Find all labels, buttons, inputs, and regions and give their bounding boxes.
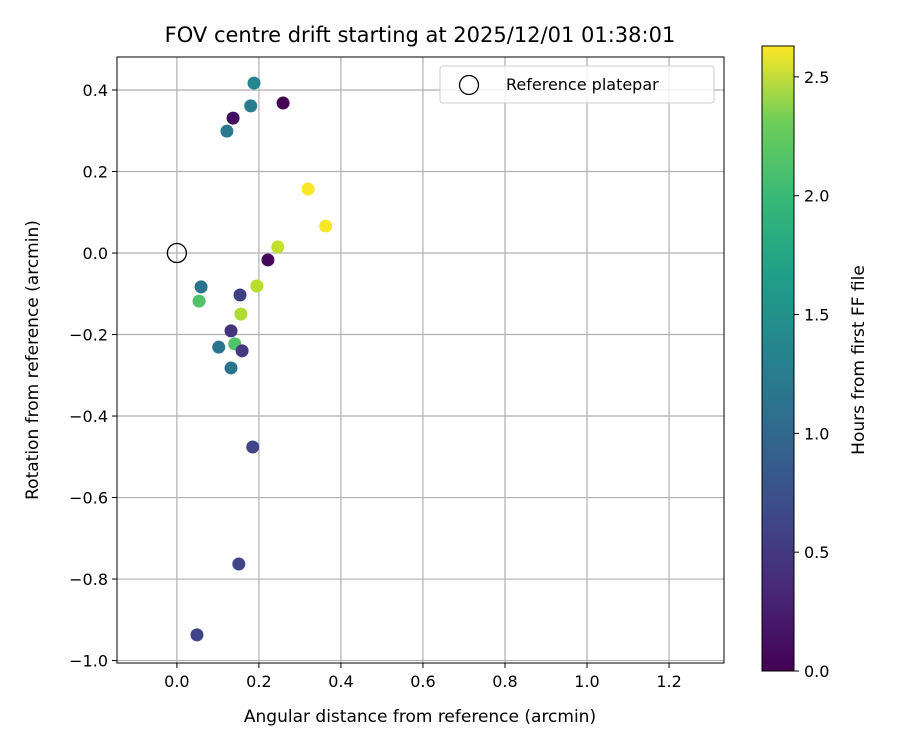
colorbar-tick-label: 2.0 [804, 187, 829, 206]
y-axis-label: Rotation from reference (arcmin) [23, 220, 43, 500]
x-axis-label: Angular distance from reference (arcmin) [244, 707, 596, 727]
data-point [271, 240, 285, 254]
data-point [224, 324, 238, 338]
colorbar-tick-label: 0.0 [804, 662, 829, 681]
x-tick-label: 0.8 [492, 672, 517, 691]
colorbar-tick-label: 2.5 [804, 68, 829, 87]
y-tick-label: −1.0 [69, 652, 108, 671]
x-tick-label: 1.0 [574, 672, 599, 691]
y-tick-label: −0.8 [69, 570, 108, 589]
x-tick-label: 0.2 [246, 672, 271, 691]
y-tick-label: −0.4 [69, 407, 108, 426]
y-tick-label: −0.2 [69, 326, 108, 345]
data-point [247, 76, 261, 90]
x-tick-label: 0.0 [164, 672, 189, 691]
data-point [212, 340, 226, 354]
y-tick-label: 0.2 [83, 163, 108, 182]
legend-reference-marker [458, 74, 480, 96]
reference-platepar-marker [166, 242, 188, 264]
colorbar-gradient [761, 45, 795, 672]
data-point [226, 111, 240, 125]
axis-ticks: 0.0 0.2 0.4 0.6 0.8 1.0 1.2 0.4 0.2 0.0 −0.2 −0.4 −0… [69, 81, 682, 691]
grid [117, 57, 724, 663]
data-point [244, 99, 258, 113]
data-point [194, 280, 208, 294]
data-point [235, 344, 249, 358]
colorbar-tick-label: 1.5 [804, 306, 829, 325]
data-point [233, 288, 247, 302]
data-point [224, 361, 238, 375]
data-point [250, 279, 264, 293]
data-point [319, 219, 333, 233]
data-point [234, 307, 248, 321]
x-tick-label: 0.4 [328, 672, 353, 691]
x-tick-label: 1.2 [656, 672, 681, 691]
colorbar-label: Hours from first FF file [849, 265, 869, 455]
colorbar-tick-label: 0.5 [804, 543, 829, 562]
data-point [220, 124, 234, 138]
colorbar: 0.0 0.5 1.0 1.5 2.0 2.5 Hours from first FF f… [761, 45, 869, 681]
legend-label: Reference platepar [506, 75, 659, 94]
y-tick-label: −0.6 [69, 489, 108, 508]
plot-frame [116, 56, 725, 664]
chart-title: FOV centre drift starting at 2025/12/01 … [165, 23, 676, 47]
colorbar-tick-label: 1.0 [804, 424, 829, 443]
legend-box [439, 65, 715, 104]
data-point [301, 182, 315, 196]
y-tick-label: 0.0 [83, 244, 108, 263]
y-tick-label: 0.4 [83, 81, 108, 100]
x-tick-label: 0.6 [410, 672, 435, 691]
legend: Reference platepar [439, 65, 715, 104]
data-point [192, 294, 206, 308]
data-point [261, 253, 275, 267]
data-point [190, 628, 204, 642]
data-point [246, 440, 260, 454]
data-point [232, 557, 246, 571]
data-point [276, 96, 290, 110]
data-points [166, 76, 333, 642]
